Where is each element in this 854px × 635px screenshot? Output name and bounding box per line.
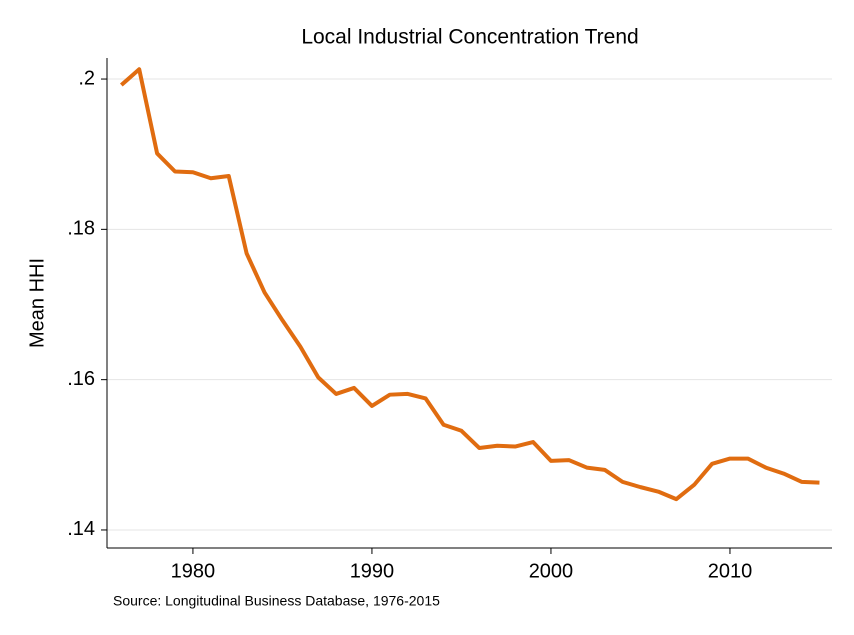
chart-title: Local Industrial Concentration Trend <box>301 26 638 49</box>
x-tick-label: 1980 <box>171 560 216 582</box>
y-tick-label: .14 <box>67 518 95 540</box>
data-line <box>119 67 820 502</box>
x-tick-label: 1990 <box>350 560 395 582</box>
source-note: Source: Longitudinal Business Database, … <box>113 593 440 609</box>
x-tick-label: 2000 <box>529 560 574 582</box>
x-tick-label: 2010 <box>708 560 753 582</box>
y-tick-label: .18 <box>67 218 95 240</box>
y-axis-label: Mean HHI <box>26 258 48 348</box>
y-tick-label: .2 <box>78 67 95 89</box>
y-tick-label: .16 <box>67 368 95 390</box>
